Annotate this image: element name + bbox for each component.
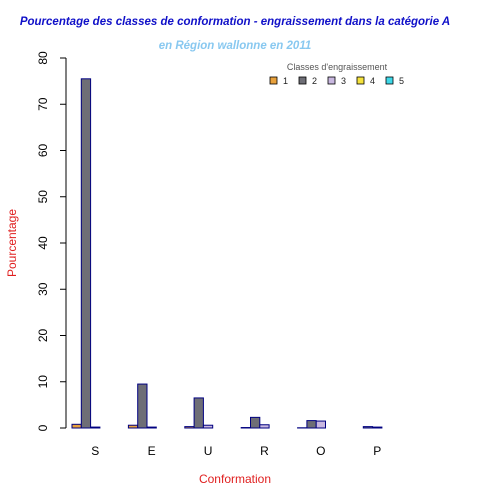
x-tick-label: O bbox=[316, 444, 325, 458]
legend-swatch-5 bbox=[385, 76, 394, 85]
bar-O-class-2 bbox=[306, 420, 317, 429]
legend-swatch-1 bbox=[269, 76, 278, 85]
y-tick-label: 0 bbox=[36, 424, 50, 431]
x-tick-label: E bbox=[148, 444, 156, 458]
y-tick-label: 50 bbox=[36, 190, 50, 204]
y-axis-ticks: 0 10 20 30 40 50 60 70 80 bbox=[36, 51, 66, 431]
bar-U-class-2 bbox=[193, 397, 204, 429]
bar-E-class-3 bbox=[146, 426, 157, 429]
x-tick-label: S bbox=[91, 444, 99, 458]
y-tick-label: 70 bbox=[36, 97, 50, 111]
bar-R-class-2 bbox=[250, 416, 261, 429]
legend: Classes d'engraissement 1 2 3 4 5 bbox=[269, 62, 404, 86]
y-tick-label: 40 bbox=[36, 236, 50, 250]
bar-S-class-3 bbox=[90, 426, 101, 429]
bar-P-class-2 bbox=[362, 426, 374, 429]
y-axis-title: Pourcentage bbox=[5, 209, 19, 277]
y-tick-label: 60 bbox=[36, 144, 50, 158]
legend-label-3: 3 bbox=[341, 76, 346, 86]
bar-S-class-2 bbox=[80, 78, 92, 429]
legend-swatch-4 bbox=[356, 76, 365, 85]
legend-label-1: 1 bbox=[283, 76, 288, 86]
y-tick-label: 10 bbox=[36, 375, 50, 389]
x-tick-label: U bbox=[204, 444, 213, 458]
bar-P-class-3 bbox=[372, 426, 383, 429]
bar-O-class-3 bbox=[315, 420, 327, 429]
chart-subtitle: en Région wallonne en 2011 bbox=[159, 40, 312, 52]
bar-U-class-3 bbox=[202, 424, 214, 429]
legend-swatch-2 bbox=[298, 76, 307, 85]
y-tick-label: 20 bbox=[36, 329, 50, 343]
bars-group bbox=[71, 78, 383, 429]
bar-U-class-1 bbox=[184, 426, 195, 429]
bar-E-class-2 bbox=[137, 383, 148, 429]
bar-E-class-1 bbox=[127, 424, 139, 429]
legend-title: Classes d'engraissement bbox=[287, 62, 388, 72]
legend-label-2: 2 bbox=[312, 76, 317, 86]
legend-label-5: 5 bbox=[399, 76, 404, 86]
bar-S-class-1 bbox=[71, 423, 82, 429]
bar-R-class-3 bbox=[259, 424, 270, 429]
y-tick-label: 80 bbox=[36, 51, 50, 65]
x-tick-label: P bbox=[373, 444, 381, 458]
chart-title: Pourcentage des classes de conformation … bbox=[20, 16, 450, 28]
y-tick-label: 30 bbox=[36, 282, 50, 296]
legend-label-4: 4 bbox=[370, 76, 375, 86]
legend-swatch-3 bbox=[327, 76, 336, 85]
x-axis-title: Conformation bbox=[199, 472, 271, 486]
x-tick-label: R bbox=[260, 444, 269, 458]
